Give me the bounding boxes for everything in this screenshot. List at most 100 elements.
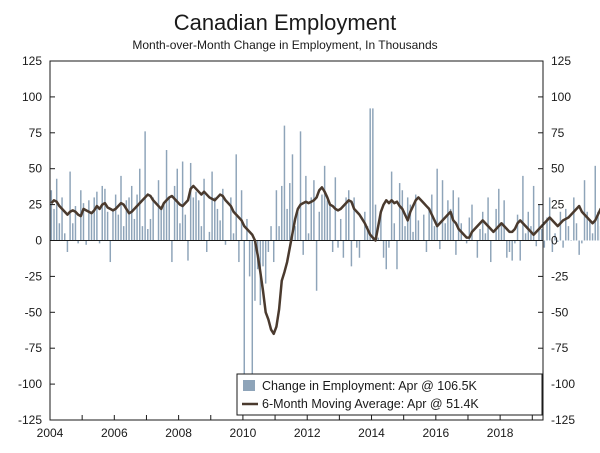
employment-bar xyxy=(372,108,374,241)
employment-bar xyxy=(96,191,98,241)
x-tick-label: 2016 xyxy=(422,426,449,440)
x-tick-label: 2004 xyxy=(37,426,64,440)
employment-bar xyxy=(348,190,350,241)
employment-bar xyxy=(72,223,74,241)
employment-bar xyxy=(479,229,481,241)
employment-bar xyxy=(74,206,77,241)
employment-bar xyxy=(216,208,219,241)
y-tick-label-left: -50 xyxy=(25,305,43,319)
employment-bar xyxy=(331,240,334,252)
employment-bar xyxy=(114,194,117,241)
employment-bar xyxy=(412,231,414,241)
employment-bar xyxy=(106,211,109,241)
legend-label-line: 6-Month Moving Average: Apr @ 51.4K xyxy=(262,397,479,411)
employment-bar xyxy=(195,191,197,241)
employment-bar xyxy=(447,200,449,241)
employment-bar xyxy=(452,190,454,241)
employment-bar xyxy=(374,204,377,241)
employment-bar xyxy=(93,197,95,241)
employment-bar xyxy=(302,240,304,255)
y-tick-label-right: 75 xyxy=(551,126,565,140)
employment-bar xyxy=(141,226,144,241)
x-tick-label: 2012 xyxy=(294,426,321,440)
legend-box xyxy=(236,373,543,416)
y-tick-label-left: 0 xyxy=(35,234,42,248)
employment-bar xyxy=(58,223,61,241)
employment-bar xyxy=(50,190,53,241)
x-tick-label: 2014 xyxy=(358,426,385,440)
employment-bar xyxy=(433,226,436,241)
employment-bar xyxy=(597,211,599,241)
y-tick-label-right: -100 xyxy=(551,377,575,391)
employment-bar xyxy=(390,171,393,241)
employment-bar xyxy=(262,240,264,267)
employment-bar xyxy=(401,190,404,241)
employment-bar xyxy=(248,240,251,277)
employment-bar xyxy=(449,208,452,241)
y-tick-label-right: -50 xyxy=(551,305,569,319)
employment-bar xyxy=(377,237,379,241)
employment-bar xyxy=(503,200,505,241)
employment-bar xyxy=(307,233,310,241)
employment-bar xyxy=(238,240,240,263)
employment-bar xyxy=(444,223,446,241)
employment-bar xyxy=(522,175,524,241)
employment-bar xyxy=(136,194,138,241)
employment-bar xyxy=(286,208,288,241)
employment-bar xyxy=(583,180,586,241)
employment-bar xyxy=(573,197,575,241)
employment-bar xyxy=(313,180,315,241)
employment-bar xyxy=(594,165,596,241)
employment-bar xyxy=(514,240,516,244)
y-tick-label-left: 25 xyxy=(29,198,43,212)
employment-bar xyxy=(559,211,562,241)
employment-bar xyxy=(117,214,120,241)
employment-bar xyxy=(168,197,170,241)
employment-bar xyxy=(77,240,79,244)
employment-bar xyxy=(356,240,358,248)
employment-bar xyxy=(369,108,371,241)
employment-bar xyxy=(506,240,508,258)
employment-bar xyxy=(527,211,529,241)
employment-bar xyxy=(323,165,326,241)
employment-bar xyxy=(543,240,546,248)
employment-bar xyxy=(69,171,71,241)
y-axis-right: 125 100 75 50 25 0 -25 -50 -75 -100 -125 xyxy=(538,54,575,427)
employment-bar xyxy=(398,183,401,241)
employment-bar xyxy=(423,214,425,241)
employment-bar xyxy=(358,240,361,258)
employment-bar xyxy=(289,183,291,241)
employment-bar xyxy=(487,197,489,241)
employment-bar xyxy=(508,240,511,252)
employment-bar xyxy=(337,240,339,248)
y-tick-label-right: -25 xyxy=(551,269,569,283)
employment-bar xyxy=(211,171,213,241)
employment-bar xyxy=(565,208,567,241)
employment-bar xyxy=(208,231,211,241)
employment-bar xyxy=(232,233,235,241)
y-tick-label-right: -75 xyxy=(551,341,569,355)
employment-bar xyxy=(562,240,564,248)
employment-bar xyxy=(272,240,275,263)
x-tick-label: 2008 xyxy=(165,426,192,440)
employment-bar xyxy=(88,200,90,241)
employment-bar xyxy=(329,204,331,241)
employment-bar xyxy=(551,240,554,252)
employment-bar xyxy=(305,175,307,241)
employment-bar xyxy=(318,211,321,241)
employment-bar xyxy=(171,240,173,263)
employment-bar xyxy=(540,229,543,241)
employment-bar xyxy=(179,223,181,241)
employment-bar xyxy=(270,226,272,241)
employment-bar xyxy=(133,218,136,241)
y-tick-label-left: 100 xyxy=(22,90,42,104)
employment-bar xyxy=(516,214,519,241)
employment-bar xyxy=(326,200,329,241)
employment-bar xyxy=(224,240,227,245)
employment-bar xyxy=(425,240,428,252)
employment-bar xyxy=(109,240,112,263)
employment-bar xyxy=(163,204,165,241)
employment-bar xyxy=(222,188,224,241)
employment-bar xyxy=(189,162,192,241)
